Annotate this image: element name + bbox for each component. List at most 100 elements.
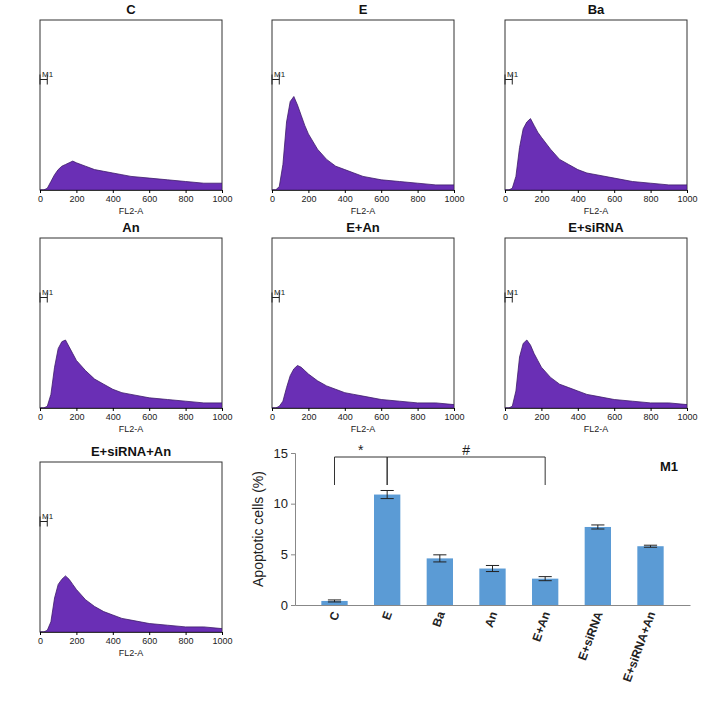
x-axis: 02004006008001000	[503, 190, 698, 204]
x-axis: 02004006008001000	[38, 408, 233, 422]
significance-bracket	[335, 457, 388, 485]
x-axis: CEBaAnE+AnE+siRNAE+siRNA+An	[296, 605, 691, 684]
plot-frame	[272, 238, 454, 408]
x-tick-label: 0	[503, 412, 508, 422]
marks	[321, 490, 663, 605]
x-tick-label: E+siRNA+An	[620, 609, 658, 683]
histogram-panel: 02004006008001000FL2-ACM1	[38, 2, 233, 216]
x-tick-mark	[76, 632, 77, 635]
x-tick-label: 600	[607, 412, 622, 422]
marks	[40, 161, 222, 190]
x-tick-label: 800	[179, 636, 194, 646]
x-tick: 600	[374, 408, 389, 422]
y-tick: 10	[274, 496, 295, 511]
x-tick-label: 600	[142, 412, 157, 422]
bar-chart: 051015CEBaAnE+AnE+siRNAE+siRNA+AnApoptot…	[250, 442, 691, 684]
x-tick-mark	[505, 190, 506, 193]
panel-title: Ba	[588, 2, 605, 17]
x-tick-label: 800	[179, 412, 194, 422]
x-tick: 0	[38, 632, 43, 646]
y-tick: 0	[281, 598, 295, 613]
plot-frame	[40, 20, 222, 190]
x-tick: 600	[142, 632, 157, 646]
x-tick-label: E+An	[529, 609, 553, 643]
x-tick-mark	[454, 408, 455, 411]
x-axis-line	[273, 409, 455, 412]
error-bar	[486, 565, 499, 571]
y-axis-line	[291, 454, 296, 606]
x-axis-line	[506, 409, 688, 412]
x-tick-mark	[186, 190, 187, 193]
x-tick-label: 200	[301, 412, 316, 422]
gate-label: M1	[274, 288, 286, 297]
panel-title: An	[122, 220, 139, 235]
x-tick-mark	[651, 190, 652, 193]
x-tick-label: 1000	[444, 412, 464, 422]
x-tick-mark	[40, 632, 41, 635]
histogram-panel: 02004006008001000FL2-AE+AnM1	[270, 220, 465, 434]
x-tick: E+siRNA+An	[620, 605, 658, 684]
x-axis-title: FL2-A	[119, 206, 144, 216]
x-tick: 0	[503, 190, 508, 204]
x-tick-mark	[308, 190, 309, 193]
x-axis-line	[296, 605, 691, 606]
x-tick: 800	[644, 408, 659, 422]
error-bar	[381, 490, 394, 498]
x-tick: An	[482, 605, 501, 629]
x-tick: 400	[106, 408, 121, 422]
x-tick-label: 800	[411, 194, 426, 204]
x-tick: E	[379, 605, 395, 622]
x-axis-title: FL2-A	[351, 424, 376, 434]
gate-label: M1	[42, 288, 54, 297]
bar	[479, 569, 505, 605]
gate: M1	[505, 288, 519, 303]
x-tick: 1000	[677, 408, 697, 422]
x-tick-mark	[381, 190, 382, 193]
y-tick-mark	[291, 453, 295, 454]
x-tick: 800	[644, 190, 659, 204]
panel-title: E+siRNA	[568, 220, 624, 235]
x-axis-title: FL2-A	[584, 424, 609, 434]
gate-label: M1	[42, 512, 54, 521]
x-tick-mark	[345, 190, 346, 193]
x-tick-mark	[113, 190, 114, 193]
histogram-area	[40, 340, 222, 408]
x-tick-label: 600	[374, 412, 389, 422]
x-tick: 600	[374, 190, 389, 204]
bar	[427, 558, 453, 605]
x-axis-line	[41, 633, 223, 636]
error-bar	[433, 555, 446, 562]
significance-label: #	[462, 442, 470, 458]
x-tick: 800	[411, 408, 426, 422]
x-tick-mark	[40, 190, 41, 193]
x-tick: 1000	[444, 408, 464, 422]
y-tick-mark	[291, 504, 295, 505]
x-tick: 800	[179, 632, 194, 646]
x-tick-mark	[272, 408, 273, 411]
x-tick-mark	[651, 408, 652, 411]
x-tick: 200	[534, 190, 549, 204]
x-tick-mark	[614, 190, 615, 193]
x-tick-label: 400	[106, 194, 121, 204]
x-tick-label: 1000	[212, 412, 232, 422]
x-tick-label: 200	[534, 412, 549, 422]
gate-label: M1	[274, 70, 286, 79]
x-tick-label: E	[379, 609, 395, 621]
x-axis: 02004006008001000	[503, 408, 698, 422]
bar	[374, 495, 400, 605]
histogram-area	[272, 97, 454, 191]
x-tick-label: 200	[301, 194, 316, 204]
x-tick-label: An	[482, 609, 501, 629]
x-tick: 400	[571, 190, 586, 204]
panel-title: E+An	[346, 220, 380, 235]
x-tick: 200	[69, 632, 84, 646]
plot-frame	[272, 20, 454, 190]
x-tick-mark	[541, 190, 542, 193]
x-tick-label: 1000	[444, 194, 464, 204]
gate: M1	[272, 288, 286, 303]
x-tick-label: 1000	[212, 636, 232, 646]
bar	[585, 527, 611, 605]
x-tick: 600	[607, 408, 622, 422]
x-tick: 400	[338, 408, 353, 422]
x-tick-mark	[272, 190, 273, 193]
